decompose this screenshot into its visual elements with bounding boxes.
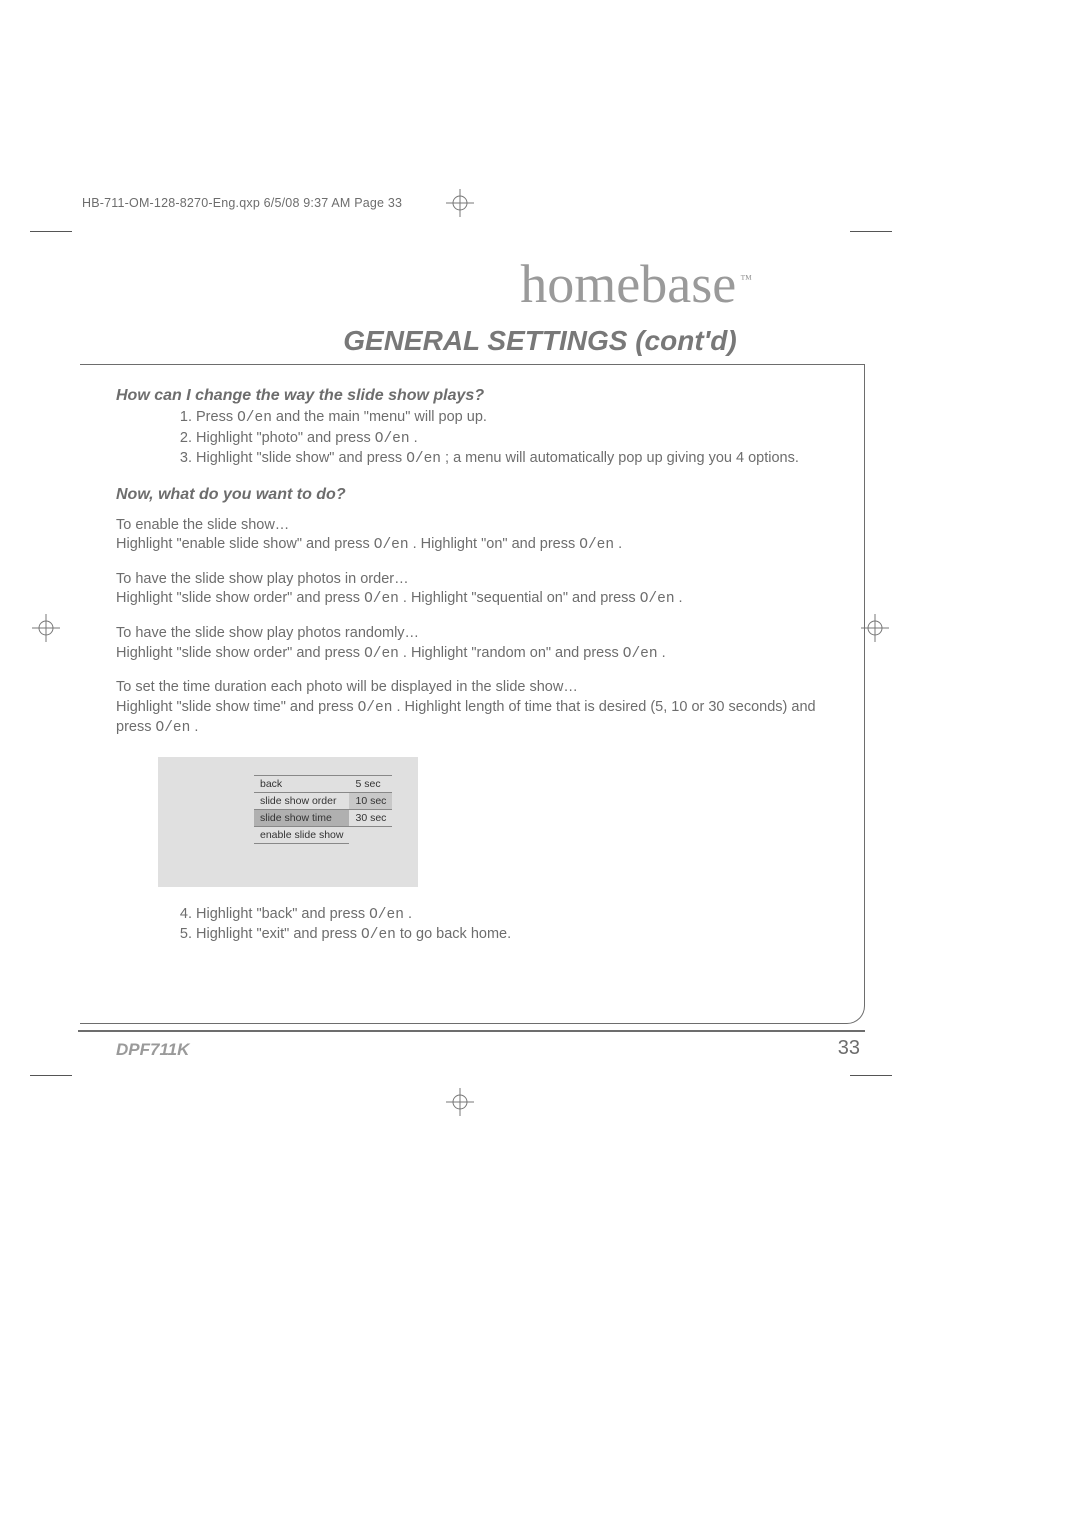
menu-item: 5 sec — [349, 775, 392, 792]
crop-tick — [30, 1075, 72, 1076]
menu-item: back — [254, 775, 349, 792]
content-panel: How can I change the way the slide show … — [78, 364, 865, 1024]
steps-list-2: Highlight "back" and press O/en . Highli… — [196, 905, 826, 946]
button-label: O/en — [156, 720, 191, 736]
step-item: Highlight "photo" and press O/en . — [196, 429, 826, 450]
question-heading-1: How can I change the way the slide show … — [116, 387, 826, 405]
menu-col-right: 5 sec 10 sec 30 sec — [349, 775, 392, 844]
step-item: Highlight "exit" and press O/en to go ba… — [196, 925, 826, 946]
menu-item: 30 sec — [349, 809, 392, 827]
registration-mark-bottom — [446, 1088, 474, 1116]
model-number: DPF711K — [116, 1040, 189, 1060]
menu-grid: back slide show order slide show time en… — [254, 775, 412, 844]
button-label: O/en — [364, 591, 399, 607]
crop-tick — [30, 231, 72, 232]
menu-item-selected: 10 sec — [349, 792, 392, 809]
crop-tick — [850, 1075, 892, 1076]
button-label: O/en — [375, 431, 410, 447]
brand-tm: ™ — [740, 272, 752, 286]
crop-tick — [850, 231, 892, 232]
button-label: O/en — [358, 700, 393, 716]
menu-item: enable slide show — [254, 826, 349, 844]
section-title: GENERAL SETTINGS (cont'd) — [0, 325, 1080, 357]
step-item: Press O/en and the main "menu" will pop … — [196, 408, 826, 429]
menu-col-left: back slide show order slide show time en… — [254, 775, 349, 844]
button-label: O/en — [374, 537, 409, 553]
menu-item-selected: slide show time — [254, 809, 349, 826]
button-label: O/en — [623, 646, 658, 662]
brand-part-a: home — [520, 254, 640, 314]
button-label: O/en — [237, 410, 272, 426]
page-number: 33 — [838, 1037, 860, 1060]
steps-list-1: Press O/en and the main "menu" will pop … — [196, 408, 826, 470]
brand-logo: homebase ™ — [520, 253, 752, 315]
registration-mark-left — [32, 614, 60, 642]
button-label: O/en — [364, 646, 399, 662]
instruction-block: To have the slide show play photos in or… — [116, 570, 826, 610]
instruction-block: To enable the slide show… Highlight "ena… — [116, 516, 826, 556]
button-label: O/en — [361, 927, 396, 943]
brand-part-b: base — [640, 254, 736, 314]
instruction-block: To have the slide show play photos rando… — [116, 624, 826, 664]
footer-rule — [78, 1030, 865, 1032]
menu-screenshot: back slide show order slide show time en… — [158, 757, 418, 887]
button-label: O/en — [406, 451, 441, 467]
print-header-info: HB-711-OM-128-8270-Eng.qxp 6/5/08 9:37 A… — [82, 196, 402, 210]
menu-item: slide show order — [254, 792, 349, 809]
button-label: O/en — [579, 537, 614, 553]
button-label: O/en — [369, 907, 404, 923]
button-label: O/en — [640, 591, 675, 607]
step-item: Highlight "slide show" and press O/en ; … — [196, 449, 826, 470]
registration-mark-top — [446, 189, 474, 217]
registration-mark-right — [861, 614, 889, 642]
step-item: Highlight "back" and press O/en . — [196, 905, 826, 926]
question-heading-2: Now, what do you want to do? — [116, 486, 826, 504]
instruction-block: To set the time duration each photo will… — [116, 678, 826, 739]
